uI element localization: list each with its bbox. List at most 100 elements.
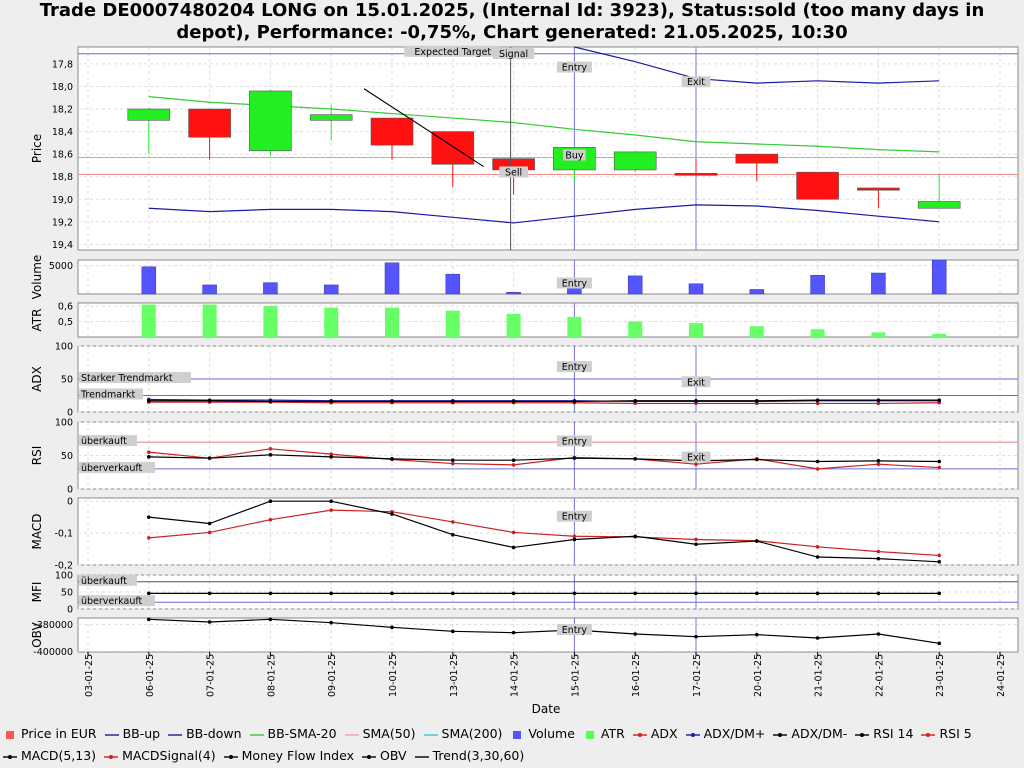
ylabel-obv: OBV xyxy=(30,621,44,647)
price-annotation-0-bg xyxy=(404,45,502,57)
candle-body xyxy=(127,108,171,121)
macd-annotation-0: Entry xyxy=(562,512,588,523)
ytick-mfi: 0 xyxy=(67,605,73,616)
xtick-label: 21-01-25 xyxy=(814,654,825,697)
adx-annotation-1: Exit xyxy=(687,377,705,388)
price-annotation-5: Sell xyxy=(505,167,522,178)
ytick-price: 18,0 xyxy=(52,82,73,93)
candle-body xyxy=(370,117,414,146)
xtick-label: 10-01-25 xyxy=(388,654,399,697)
legend-item: RSI 14 xyxy=(854,723,913,745)
macd-line xyxy=(148,500,940,563)
ytick-rsi: 50 xyxy=(61,451,73,462)
obv-line-point xyxy=(694,634,698,639)
dm-minus-line-point xyxy=(390,399,394,404)
macd-signal-line-point xyxy=(937,553,941,558)
legend-swatch xyxy=(921,732,936,737)
ytick-obv: -380000 xyxy=(33,620,73,631)
macd-line-point xyxy=(390,512,394,516)
macd-line-point xyxy=(876,556,881,561)
xtick-label: 22-01-25 xyxy=(874,654,885,697)
dm-minus-line-point xyxy=(755,398,759,403)
legend-item: BB-down xyxy=(167,723,242,745)
candle-body xyxy=(309,114,353,121)
obv-line-point xyxy=(147,617,151,622)
atr-bar xyxy=(445,310,460,337)
volume-bar xyxy=(931,259,947,295)
rsi14-line-point xyxy=(207,456,212,460)
xtick-label: 09-01-25 xyxy=(327,654,338,697)
obv-line-point xyxy=(329,620,334,625)
xtick-label: 13-01-25 xyxy=(449,654,460,697)
ytick-obv: -400000 xyxy=(33,647,73,658)
price-annotation-5-bg xyxy=(499,166,528,178)
atr-bar xyxy=(628,321,643,337)
obv-line-point xyxy=(451,629,455,634)
legend-label: SMA(50) xyxy=(362,726,416,741)
ylabel-adx: ADX xyxy=(30,366,44,392)
ytick-rsi: 0 xyxy=(67,485,73,496)
ylabel-macd: MACD xyxy=(30,514,44,550)
legend-label: Money Flow Index xyxy=(241,748,354,763)
trend-line xyxy=(363,88,484,168)
ytick-adx: 0 xyxy=(67,408,73,419)
ytick-price: 18,6 xyxy=(52,150,73,161)
atr-bar xyxy=(324,307,339,337)
rsi14-line-point xyxy=(329,455,334,459)
adx-annotation-0: Entry xyxy=(562,362,588,373)
obv-annotation-0: Entry xyxy=(562,625,588,636)
rsi14-line-point xyxy=(451,458,455,462)
ytick-price: 18,8 xyxy=(52,172,73,183)
mfi-line-point xyxy=(268,591,273,596)
obv-line-point xyxy=(268,617,273,622)
legend-item: ADX/DM- xyxy=(772,723,847,745)
legend-swatch xyxy=(423,733,438,736)
candle-body xyxy=(796,171,839,200)
volume-bar xyxy=(323,284,339,295)
dm-minus-line-point xyxy=(633,398,637,403)
dm-minus-line-point xyxy=(937,398,941,402)
ylabel-atr: ATR xyxy=(30,309,44,332)
volume-bar xyxy=(749,289,765,295)
dm-minus-line-point xyxy=(329,399,334,404)
legend-item: Money Flow Index xyxy=(223,745,354,767)
mfi-hline-label-1: überverkauft xyxy=(81,596,143,607)
obv-line-point xyxy=(207,620,212,624)
rsi-hline-label-0: überkauft xyxy=(81,436,127,447)
xtick-label: 15-01-25 xyxy=(570,654,581,697)
legend-swatch xyxy=(3,754,17,759)
chart-title: Trade DE0007480204 LONG on 15.01.2025, (… xyxy=(39,0,985,43)
legend-swatch xyxy=(344,733,359,736)
atr-bar xyxy=(141,304,156,337)
legend-swatch xyxy=(513,730,522,739)
macd-signal-line-point xyxy=(572,534,577,539)
ytick-adx: 50 xyxy=(61,375,73,386)
rsi14-line-point xyxy=(876,459,881,463)
legend-item: ADX xyxy=(632,723,678,745)
xtick-label: 17-01-25 xyxy=(692,654,703,697)
mfi-line-point xyxy=(451,591,455,596)
mfi-hline-label-1-bg xyxy=(79,595,155,607)
price-annotation-2-bg xyxy=(556,61,592,73)
obv-line-point xyxy=(633,632,637,636)
price-annotation-3: Exit xyxy=(687,77,705,88)
atr-bar xyxy=(810,329,825,337)
bb-down-line xyxy=(148,204,940,224)
rsi-annotation-1: Exit xyxy=(687,453,705,464)
volume-bar xyxy=(141,266,157,295)
rsi14-line-point xyxy=(572,456,577,460)
price-annotation-1-bg xyxy=(493,48,535,60)
legend-swatch xyxy=(414,755,429,758)
mfi-line-point xyxy=(815,591,820,596)
legend-item: MACD(5,13) xyxy=(2,745,96,767)
volume-annotation-0-bg xyxy=(556,277,592,289)
volume-bar xyxy=(506,292,521,295)
macd-line-point xyxy=(572,537,577,542)
atr-bar xyxy=(932,333,947,337)
legend-label: BB-up xyxy=(122,726,161,741)
rsi14-line-point xyxy=(268,453,273,457)
macd-signal-line-point xyxy=(147,536,151,540)
bb-up-line xyxy=(574,46,940,84)
macd-signal-line-point xyxy=(268,517,273,522)
legend: Price in EUR BB-up BB-down BB-SMA-20 SMA(50)… xyxy=(2,723,1022,767)
